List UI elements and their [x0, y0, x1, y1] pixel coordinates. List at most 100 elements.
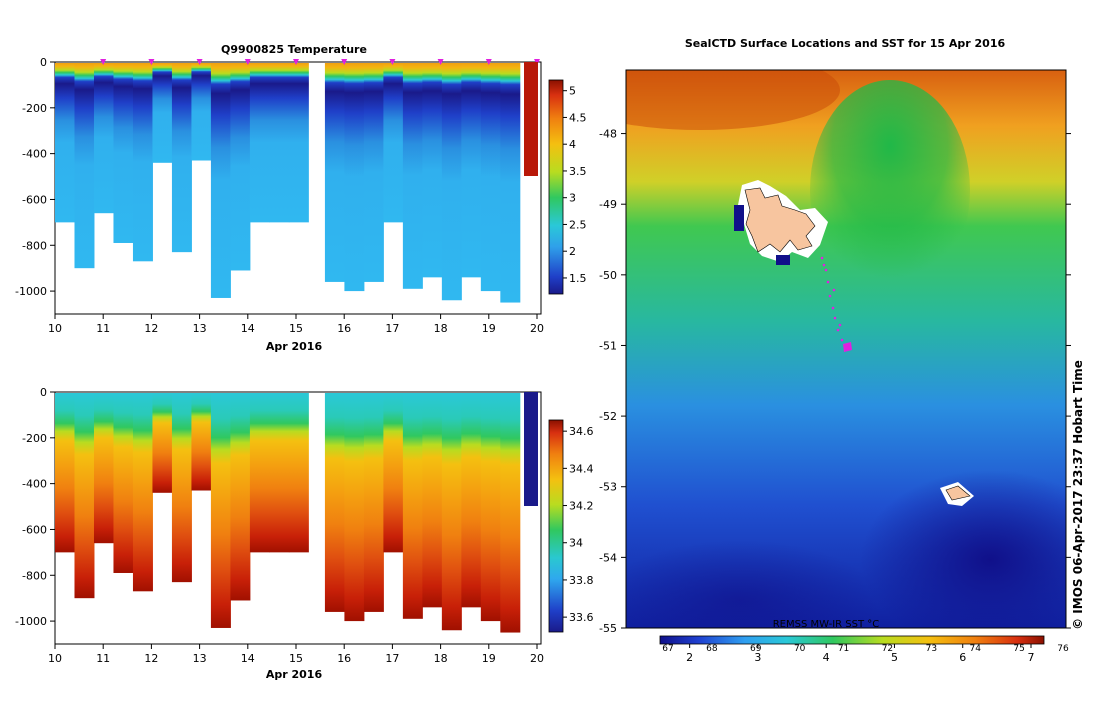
profile-marker	[389, 59, 396, 65]
temperature-x-label: Apr 2016	[266, 340, 323, 353]
profile-column	[191, 393, 212, 491]
sst-map-frame	[625, 69, 1067, 629]
sst-colorbar-ticks: 2 3 4 5 6 767 68 69 70 71 72 73 74 75 76	[662, 644, 1069, 664]
sst-warm-north	[626, 70, 840, 130]
sst-celsius-tick-label: 3	[754, 651, 761, 664]
profile-column	[288, 393, 309, 553]
map-y-tick-label: -48	[599, 128, 617, 141]
sst-fahrenheit-tick-label: 75	[1013, 644, 1024, 654]
colorbar-tick-label: 33.8	[569, 574, 594, 587]
x-tick-label: 20	[530, 322, 544, 335]
map-y-tick-label: -52	[599, 410, 617, 423]
sst-celsius-tick-label: 7	[1027, 651, 1034, 664]
profile-column	[249, 393, 270, 553]
y-tick-label: 0	[40, 386, 47, 399]
x-tick-label: 13	[193, 652, 207, 665]
sst-cold-pool-west	[626, 540, 880, 628]
colorbar-tick-label: 2	[569, 245, 576, 258]
temperature-y-axis: 0 -200 -400 -600 -800 -1000	[15, 56, 55, 298]
profile-marker	[485, 59, 492, 65]
profile-column	[383, 393, 404, 553]
map-y-tick-label: -54	[599, 551, 617, 564]
colorbar-tick-label: 5	[569, 85, 576, 98]
colorbar-tick-label: 1.5	[569, 272, 587, 285]
x-tick-label: 17	[385, 652, 399, 665]
x-tick-label: 12	[144, 322, 158, 335]
profile-column	[461, 393, 482, 608]
x-tick-label: 11	[96, 652, 110, 665]
sst-source-label: REMSS MW-IR SST °C	[773, 619, 880, 630]
y-tick-label: -200	[22, 432, 47, 445]
sst-cold-pool-east	[860, 470, 1066, 628]
island-shelf-west	[734, 205, 744, 231]
salinity-y-axis: 0 -200 -400 -600 -800 -1000	[15, 386, 55, 628]
profile-column	[441, 63, 462, 301]
salinity-end-column	[524, 392, 538, 506]
sst-celsius-tick-label: 6	[959, 651, 966, 664]
island-shelf-south	[776, 255, 790, 265]
colorbar-tick-label: 3	[569, 192, 576, 205]
map-y-tick-label: -49	[599, 198, 617, 211]
x-tick-label: 15	[289, 322, 303, 335]
profile-column	[171, 393, 192, 583]
track-point	[826, 280, 830, 284]
track-point	[828, 294, 832, 298]
profile-column	[422, 63, 443, 278]
profile-column	[441, 393, 462, 631]
colorbar-tick-label: 34.6	[569, 425, 594, 438]
profile-column	[230, 393, 251, 601]
profile-marker	[293, 59, 299, 65]
temperature-colorbar-ticks: 1.5 2 2.5 3 3.5 4 4.5 5	[563, 85, 587, 285]
colorbar-tick-label: 4	[569, 138, 576, 151]
profile-column	[132, 63, 153, 262]
x-tick-label: 10	[48, 652, 62, 665]
temperature-colorbar	[548, 79, 564, 295]
profile-column	[422, 393, 443, 608]
sst-fahrenheit-tick-label: 70	[794, 644, 806, 654]
track-point	[824, 268, 828, 272]
x-tick-label: 17	[385, 322, 399, 335]
track-point	[838, 323, 842, 327]
sst-fahrenheit-tick-label: 74	[969, 644, 981, 654]
salinity-x-label: Apr 2016	[266, 668, 323, 681]
sst-fahrenheit-tick-label: 71	[838, 644, 849, 654]
profile-column	[461, 63, 482, 278]
profile-marker	[100, 59, 107, 65]
sst-fahrenheit-tick-label: 72	[882, 644, 893, 654]
profile-marker	[148, 59, 155, 65]
y-tick-label: -400	[22, 148, 47, 161]
track-point	[832, 288, 836, 292]
salinity-colorbar	[548, 419, 564, 633]
heard-island	[940, 482, 974, 506]
sst-colorbar	[659, 635, 1045, 645]
profile-column	[113, 393, 134, 573]
profile-column	[480, 63, 501, 292]
sst-celsius-tick-label: 4	[823, 651, 830, 664]
profile-column	[152, 63, 173, 163]
profile-column	[55, 63, 75, 223]
imos-watermark: © IMOS 06-Apr-2017 23:37 Hobart Time	[1071, 360, 1085, 630]
profile-column	[480, 393, 501, 622]
map-y-tick-label: -53	[599, 481, 617, 494]
profile-column	[344, 393, 365, 622]
x-tick-label: 18	[434, 652, 448, 665]
profile-column	[210, 63, 231, 298]
salinity-profile-columns	[55, 393, 521, 633]
y-tick-label: -200	[22, 102, 47, 115]
profile-column	[74, 63, 95, 269]
temperature-chart-title: Q9900825 Temperature	[221, 43, 367, 56]
profile-column	[171, 63, 192, 253]
y-tick-label: -400	[22, 478, 47, 491]
profile-column	[344, 63, 365, 292]
sst-fahrenheit-tick-label: 68	[706, 644, 718, 654]
profile-column	[152, 393, 173, 493]
map-y-tick-label: -55	[599, 622, 617, 635]
salinity-x-axis: 10 11 12 13 14 15 16 17 18 19 20	[48, 644, 544, 665]
map-y-tick-label: -50	[599, 269, 617, 282]
x-tick-label: 11	[96, 322, 110, 335]
x-tick-label: 10	[48, 322, 62, 335]
y-tick-label: -800	[22, 239, 47, 252]
profile-column	[74, 393, 95, 599]
